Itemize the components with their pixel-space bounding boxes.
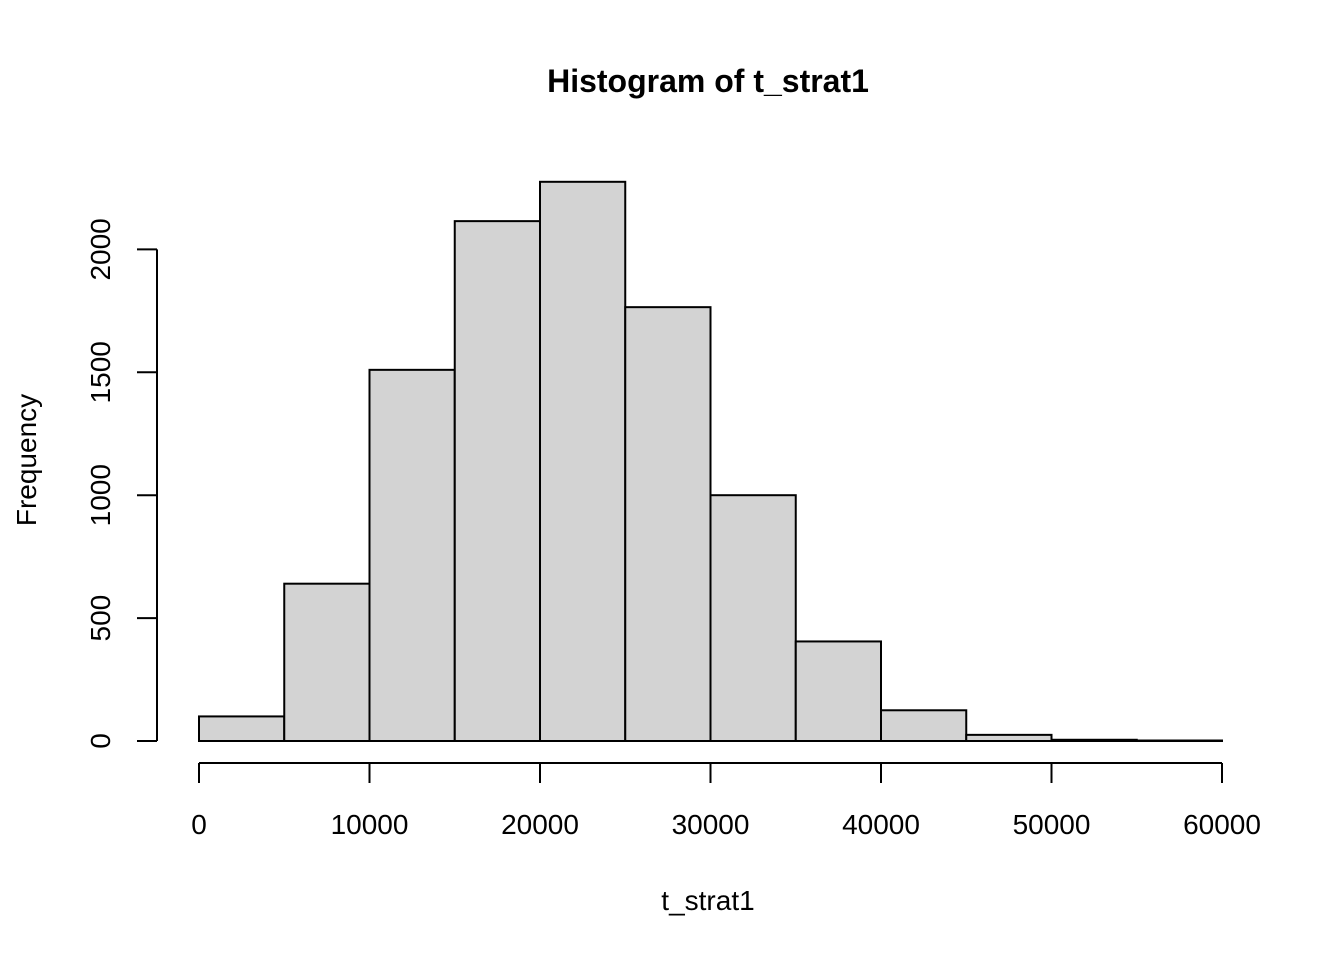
x-tick-label: 0 [191, 809, 207, 840]
histogram-bar [965, 733, 1053, 742]
histogram-bar [709, 494, 797, 743]
histogram-bar [453, 220, 541, 742]
histogram-bar [1050, 738, 1138, 742]
y-axis-ticks: 0 500 1000 1500 2000 [85, 218, 157, 749]
histogram-bar [624, 306, 712, 742]
x-tick-label: 40000 [842, 809, 920, 840]
histogram-bar [794, 640, 882, 742]
x-tick-label: 50000 [1013, 809, 1091, 840]
y-tick-label: 0 [85, 733, 116, 749]
y-axis-label: Frequency [11, 394, 42, 526]
histogram-bar [539, 180, 627, 742]
histogram-bar [880, 709, 968, 743]
y-tick-label: 1000 [85, 464, 116, 526]
x-axis-ticks: 0 10000 20000 30000 40000 50000 60000 [191, 763, 1261, 840]
x-axis-label: t_strat1 [661, 885, 754, 916]
chart-title: Histogram of t_strat1 [547, 63, 869, 99]
histogram-bar [368, 368, 456, 742]
histogram-bar [1135, 739, 1223, 743]
histogram-bar [283, 582, 371, 742]
x-tick-label: 10000 [331, 809, 409, 840]
x-tick-label: 20000 [501, 809, 579, 840]
histogram-bar [198, 715, 286, 742]
x-tick-label: 60000 [1183, 809, 1261, 840]
bars-group [198, 180, 1223, 743]
y-tick-label: 500 [85, 595, 116, 642]
y-tick-label: 2000 [85, 218, 116, 280]
y-tick-label: 1500 [85, 341, 116, 403]
x-tick-label: 30000 [672, 809, 750, 840]
